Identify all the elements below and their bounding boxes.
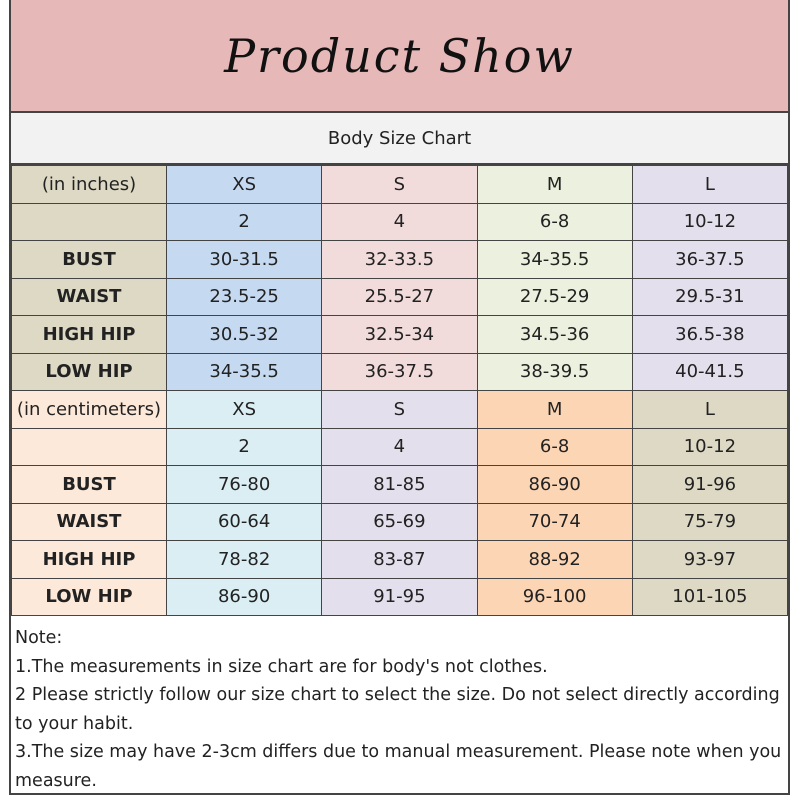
measurement-value: 30-31.5 [165,240,323,279]
size-label: L [631,165,789,204]
measurement-value: 29.5-31 [631,277,789,316]
unit-label: (in inches) [11,165,167,204]
measurement-value: 76-80 [165,465,323,504]
table-row: WAIST 60-64 65-69 70-74 75-79 [11,502,789,541]
measurement-value: 30.5-32 [165,315,323,354]
measurement-value: 78-82 [165,540,323,579]
size-label: L [631,390,789,429]
measurement-value: 75-79 [631,502,789,541]
measurement-value: 40-41.5 [631,352,789,391]
measurement-value: 60-64 [165,502,323,541]
size-label: S [321,165,478,204]
measurement-label: HIGH HIP [11,540,167,579]
note-line: Note: [15,628,63,648]
size-table: (in inches) XS S M L 2 4 6-8 10-12 BUST 30-31.5 32-… [11,165,789,616]
note-line: 2 Please strictly follow our size chart … [15,685,780,734]
numeric-size: 4 [321,202,478,241]
measurement-value: 83-87 [321,540,478,579]
measurement-value: 34-35.5 [165,352,323,391]
measurement-label: WAIST [11,502,167,541]
numeric-size-row: 2 4 6-8 10-12 [11,427,789,466]
empty-cell [11,427,167,466]
measurement-value: 32-33.5 [321,240,478,279]
table-row: LOW HIP 34-35.5 36-37.5 38-39.5 40-41.5 [11,352,789,391]
measurement-value: 101-105 [631,577,789,616]
chart-subtitle: Body Size Chart [11,113,788,165]
table-row: HIGH HIP 30.5-32 32.5-34 34.5-36 36.5-38 [11,315,789,354]
numeric-size: 6-8 [476,202,633,241]
numeric-size: 2 [165,202,323,241]
measurement-value: 86-90 [165,577,323,616]
measurement-value: 25.5-27 [321,277,478,316]
page-title: Product Show [224,28,575,83]
table-row: HIGH HIP 78-82 83-87 88-92 93-97 [11,540,789,579]
note-line: 3.The size may have 2-3cm differs due to… [15,742,782,791]
numeric-size: 6-8 [476,427,633,466]
measurement-label: WAIST [11,277,167,316]
size-header-row: (in centimeters) XS S M L [11,390,789,429]
size-label: S [321,390,478,429]
size-header-row: (in inches) XS S M L [11,165,789,204]
size-label: XS [165,165,323,204]
empty-cell [11,202,167,241]
table-row: WAIST 23.5-25 25.5-27 27.5-29 29.5-31 [11,277,789,316]
measurement-value: 65-69 [321,502,478,541]
measurement-value: 96-100 [476,577,633,616]
measurement-label: HIGH HIP [11,315,167,354]
measurement-value: 91-95 [321,577,478,616]
measurement-label: LOW HIP [11,577,167,616]
numeric-size-row: 2 4 6-8 10-12 [11,202,789,241]
numeric-size: 10-12 [631,427,789,466]
measurement-value: 88-92 [476,540,633,579]
measurement-value: 38-39.5 [476,352,633,391]
numeric-size: 2 [165,427,323,466]
measurement-label: BUST [11,465,167,504]
table-row: LOW HIP 86-90 91-95 96-100 101-105 [11,577,789,616]
unit-label: (in centimeters) [11,390,167,429]
header-banner: Product Show [11,0,788,113]
measurement-value: 34.5-36 [476,315,633,354]
measurement-value: 91-96 [631,465,789,504]
measurement-value: 36.5-38 [631,315,789,354]
size-label: M [476,390,633,429]
numeric-size: 10-12 [631,202,789,241]
measurement-value: 27.5-29 [476,277,633,316]
measurement-label: LOW HIP [11,352,167,391]
measurement-value: 93-97 [631,540,789,579]
numeric-size: 4 [321,427,478,466]
measurement-value: 86-90 [476,465,633,504]
measurement-value: 34-35.5 [476,240,633,279]
measurement-value: 32.5-34 [321,315,478,354]
measurement-value: 23.5-25 [165,277,323,316]
measurement-value: 70-74 [476,502,633,541]
size-label: XS [165,390,323,429]
table-row: BUST 76-80 81-85 86-90 91-96 [11,465,789,504]
measurement-value: 81-85 [321,465,478,504]
measurement-value: 36-37.5 [321,352,478,391]
measurement-label: BUST [11,240,167,279]
size-label: M [476,165,633,204]
notes: Note: 1.The measurements in size chart a… [11,616,788,803]
measurement-value: 36-37.5 [631,240,789,279]
note-line: 1.The measurements in size chart are for… [15,656,548,677]
size-chart: Product Show Body Size Chart (in inches)… [9,0,790,795]
table-row: BUST 30-31.5 32-33.5 34-35.5 36-37.5 [11,240,789,279]
